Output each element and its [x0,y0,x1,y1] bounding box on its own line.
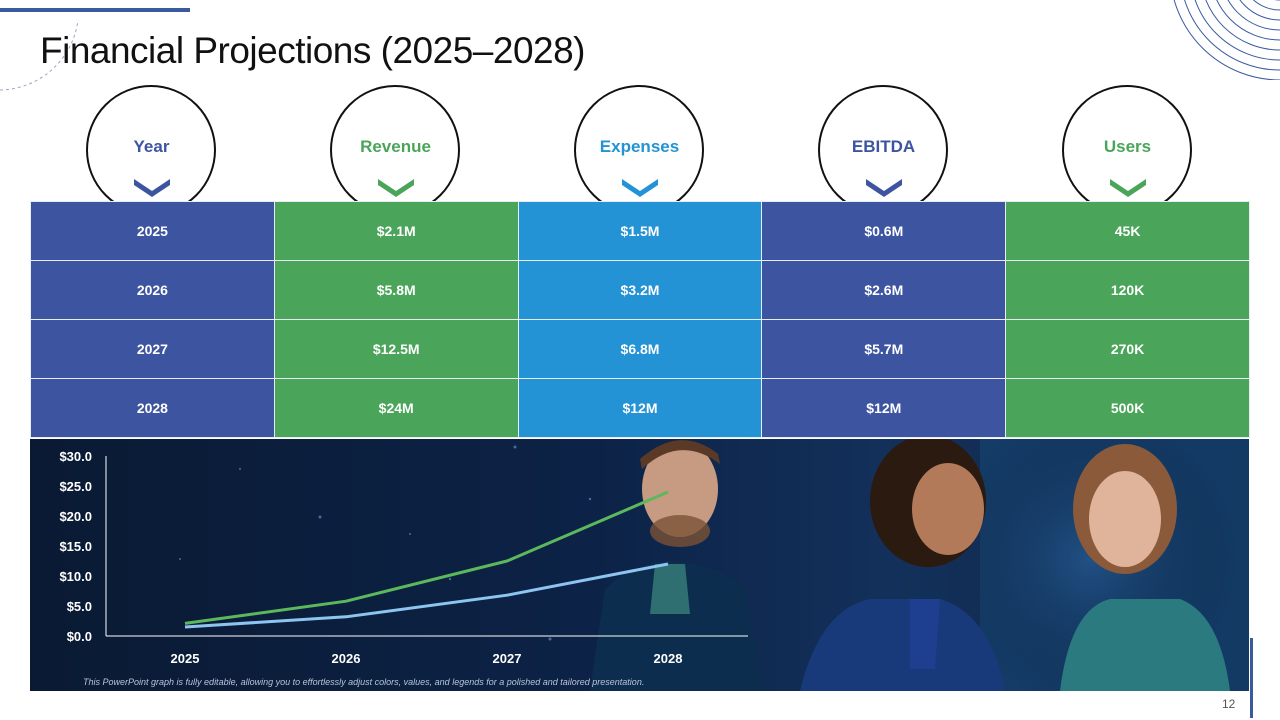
cell-revenue: $2.1M [273,201,519,261]
background-photo [30,439,1249,691]
page-number: 12 [1222,697,1236,711]
cell-ebitda: $5.7M [761,319,1007,379]
cell-year: 2027 [30,319,275,379]
right-accent-bar [1250,638,1253,718]
cell-year: 2025 [30,201,275,261]
header-label-year: Year [133,137,170,156]
chevron-down-icon [378,179,414,197]
cell-year: 2026 [30,260,275,320]
cell-users: 45K [1005,201,1250,261]
top-accent-bar [0,8,190,12]
x-tick-label: 2026 [332,651,361,666]
cell-ebitda: $12M [761,378,1007,438]
y-tick-label: $15.0 [59,539,92,554]
decorative-dashed-arc [0,19,79,91]
chevron-down-icon [866,179,902,197]
x-tick-label: 2025 [171,651,200,666]
footnote: This PowerPoint graph is fully editable,… [83,677,645,687]
cell-expenses: $3.2M [517,260,763,320]
cell-users: 270K [1005,319,1250,379]
y-tick-label: $30.0 [59,449,92,464]
chevron-down-icon [134,179,170,197]
cell-ebitda: $0.6M [761,201,1007,261]
table-row: 2026 $5.8M $3.2M $2.6M 120K [30,260,1250,320]
series-line-revenue [184,490,669,625]
column-headers: Year Revenue Expenses EBITDA Users [30,82,1250,215]
cell-revenue: $24M [273,378,519,438]
cell-revenue: $5.8M [273,260,519,320]
cell-users: 500K [1005,378,1250,438]
header-expenses: Expenses [518,82,761,215]
header-ebitda: EBITDA [762,82,1005,215]
cell-expenses: $6.8M [517,319,763,379]
x-tick-label: 2027 [493,651,522,666]
header-label-expenses: Expenses [599,137,680,156]
y-tick-label: $25.0 [59,479,92,494]
y-tick-label: $20.0 [59,509,92,524]
chevron-down-icon [1110,179,1146,197]
line-chart: $0.0 $5.0 $10.0 $15.0 $20.0 $25.0 $30.0 2025 202… [59,449,748,666]
cell-revenue: $12.5M [273,319,519,379]
cell-users: 120K [1005,260,1250,320]
x-tick-label: 2028 [654,651,683,666]
table-row: 2028 $24M $12M $12M 500K [30,378,1250,438]
table-row: 2025 $2.1M $1.5M $0.6M 45K [30,201,1250,261]
header-label-revenue: Revenue [360,137,431,156]
y-tick-label: $10.0 [59,569,92,584]
chevron-down-icon [622,179,658,197]
y-tick-label: $0.0 [67,629,92,644]
header-users: Users [1006,82,1249,215]
header-label-ebitda: EBITDA [851,137,916,156]
header-label-users: Users [1103,137,1152,156]
slide-title: Financial Projections (2025–2028) [40,30,586,71]
people-photo-illustration [179,439,1249,691]
y-tick-label: $5.0 [67,599,92,614]
header-year: Year [30,82,273,215]
cell-ebitda: $2.6M [761,260,1007,320]
decorative-concentric-arcs [1173,0,1280,80]
header-revenue: Revenue [274,82,517,215]
cell-expenses: $12M [517,378,763,438]
cell-expenses: $1.5M [517,201,763,261]
series-line-expenses [184,562,669,629]
cell-year: 2028 [30,378,275,438]
projections-table: 2025 $2.1M $1.5M $0.6M 45K 2026 $5.8M $3… [30,201,1250,438]
table-row: 2027 $12.5M $6.8M $5.7M 270K [30,319,1250,379]
